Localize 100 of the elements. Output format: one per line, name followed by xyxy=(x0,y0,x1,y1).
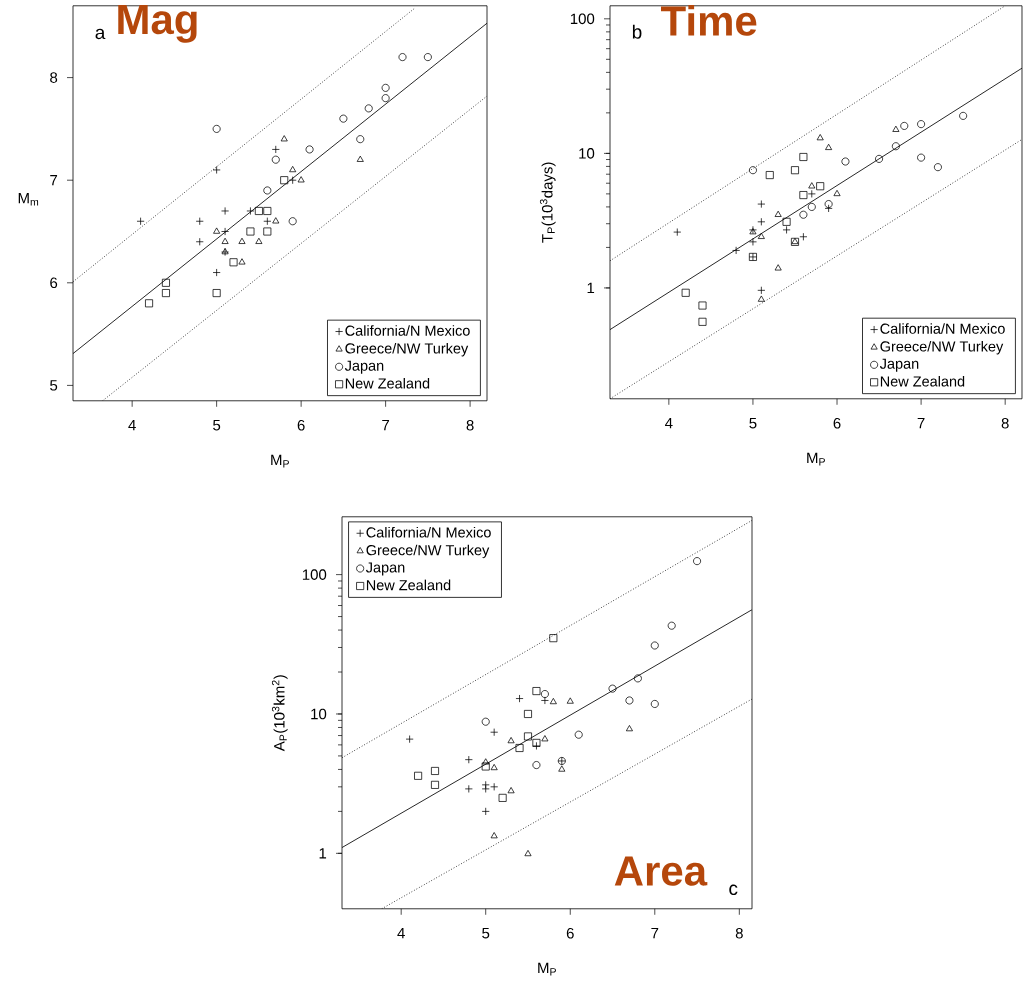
point xyxy=(824,200,833,209)
x-tick-label: 4 xyxy=(397,928,405,939)
chart-title: Mag xyxy=(118,5,197,43)
point xyxy=(364,104,373,113)
point xyxy=(782,217,791,226)
legend-label: California/N Mexico xyxy=(366,526,491,538)
point xyxy=(381,94,390,103)
y-axis-title: M$_{m}$ xyxy=(18,193,39,206)
point xyxy=(431,780,439,789)
point xyxy=(541,735,549,742)
point xyxy=(238,237,246,245)
point xyxy=(748,166,757,175)
point xyxy=(774,210,782,218)
point xyxy=(574,730,583,739)
point xyxy=(423,53,432,62)
point xyxy=(566,697,574,704)
point xyxy=(807,203,816,212)
point xyxy=(481,762,490,771)
point xyxy=(650,641,659,650)
y-tick-label: 5 xyxy=(50,380,58,391)
x-tick-label: 4 xyxy=(128,420,136,431)
point xyxy=(482,758,490,765)
y-tick-label: 100 xyxy=(302,569,327,581)
x-tick-label: 5 xyxy=(482,928,490,939)
point xyxy=(959,112,968,120)
point xyxy=(833,190,841,197)
point xyxy=(540,690,549,699)
point xyxy=(532,739,541,747)
y-tick-label: 100 xyxy=(570,13,595,25)
point xyxy=(145,299,154,308)
point xyxy=(280,176,289,185)
point xyxy=(254,207,263,216)
point xyxy=(213,227,221,234)
point xyxy=(549,634,558,643)
point xyxy=(212,125,221,133)
point xyxy=(681,288,690,297)
chart-title: Time xyxy=(660,5,757,36)
x-tick-label: 8 xyxy=(466,420,474,431)
point xyxy=(625,696,634,705)
point xyxy=(693,557,702,566)
point xyxy=(532,687,541,696)
annotation: b xyxy=(632,24,642,39)
point xyxy=(507,787,515,794)
point xyxy=(238,258,246,265)
point xyxy=(757,232,765,240)
point xyxy=(524,710,532,719)
point xyxy=(532,761,541,770)
point xyxy=(933,163,942,172)
y-tick-label: 7 xyxy=(50,175,58,186)
legend-label: Greece/NW Turkey xyxy=(345,343,469,357)
point xyxy=(481,717,490,726)
point xyxy=(289,166,297,173)
x-tick-label: 7 xyxy=(382,420,390,431)
y-tick-label: 6 xyxy=(50,277,58,289)
x-tick-label: 7 xyxy=(917,418,925,429)
point xyxy=(280,135,288,142)
y-tick-label: 1 xyxy=(587,282,595,294)
point xyxy=(490,764,498,771)
y-tick-label: 8 xyxy=(50,72,58,84)
point xyxy=(271,155,280,164)
point xyxy=(524,850,532,857)
x-tick-label: 6 xyxy=(566,928,574,939)
x-tick-label: 8 xyxy=(1001,418,1009,429)
point xyxy=(524,732,532,741)
annotation: a xyxy=(95,28,106,40)
point xyxy=(765,171,774,180)
x-tick-label: 5 xyxy=(749,418,757,429)
point xyxy=(875,155,884,163)
x-tick-label: 7 xyxy=(651,928,659,939)
point xyxy=(161,289,170,298)
point xyxy=(356,155,364,162)
point xyxy=(263,227,272,236)
point xyxy=(892,125,900,132)
annotation: c xyxy=(729,884,738,896)
x-tick-label: 4 xyxy=(665,418,673,429)
point xyxy=(917,153,926,162)
legend-label: Japan xyxy=(344,360,384,374)
x-axis-title: M$_{P}$ xyxy=(271,454,289,468)
point xyxy=(549,698,557,705)
point xyxy=(900,122,909,130)
point xyxy=(490,832,498,839)
point xyxy=(650,700,659,709)
x-tick-label: 5 xyxy=(213,420,221,431)
point xyxy=(515,744,524,753)
legend-label: New Zealand xyxy=(880,376,965,387)
point xyxy=(272,217,280,224)
x-tick-label: 8 xyxy=(735,928,743,939)
point xyxy=(339,114,348,123)
point xyxy=(791,166,799,175)
point xyxy=(431,767,439,776)
point xyxy=(356,135,365,144)
legend-label: New Zealand xyxy=(366,579,451,591)
legend-label: Japan xyxy=(879,358,919,372)
point xyxy=(816,182,825,191)
point xyxy=(917,120,926,129)
point xyxy=(263,207,272,216)
point xyxy=(297,176,305,183)
point xyxy=(825,143,833,151)
point xyxy=(221,237,229,245)
point xyxy=(633,674,642,683)
